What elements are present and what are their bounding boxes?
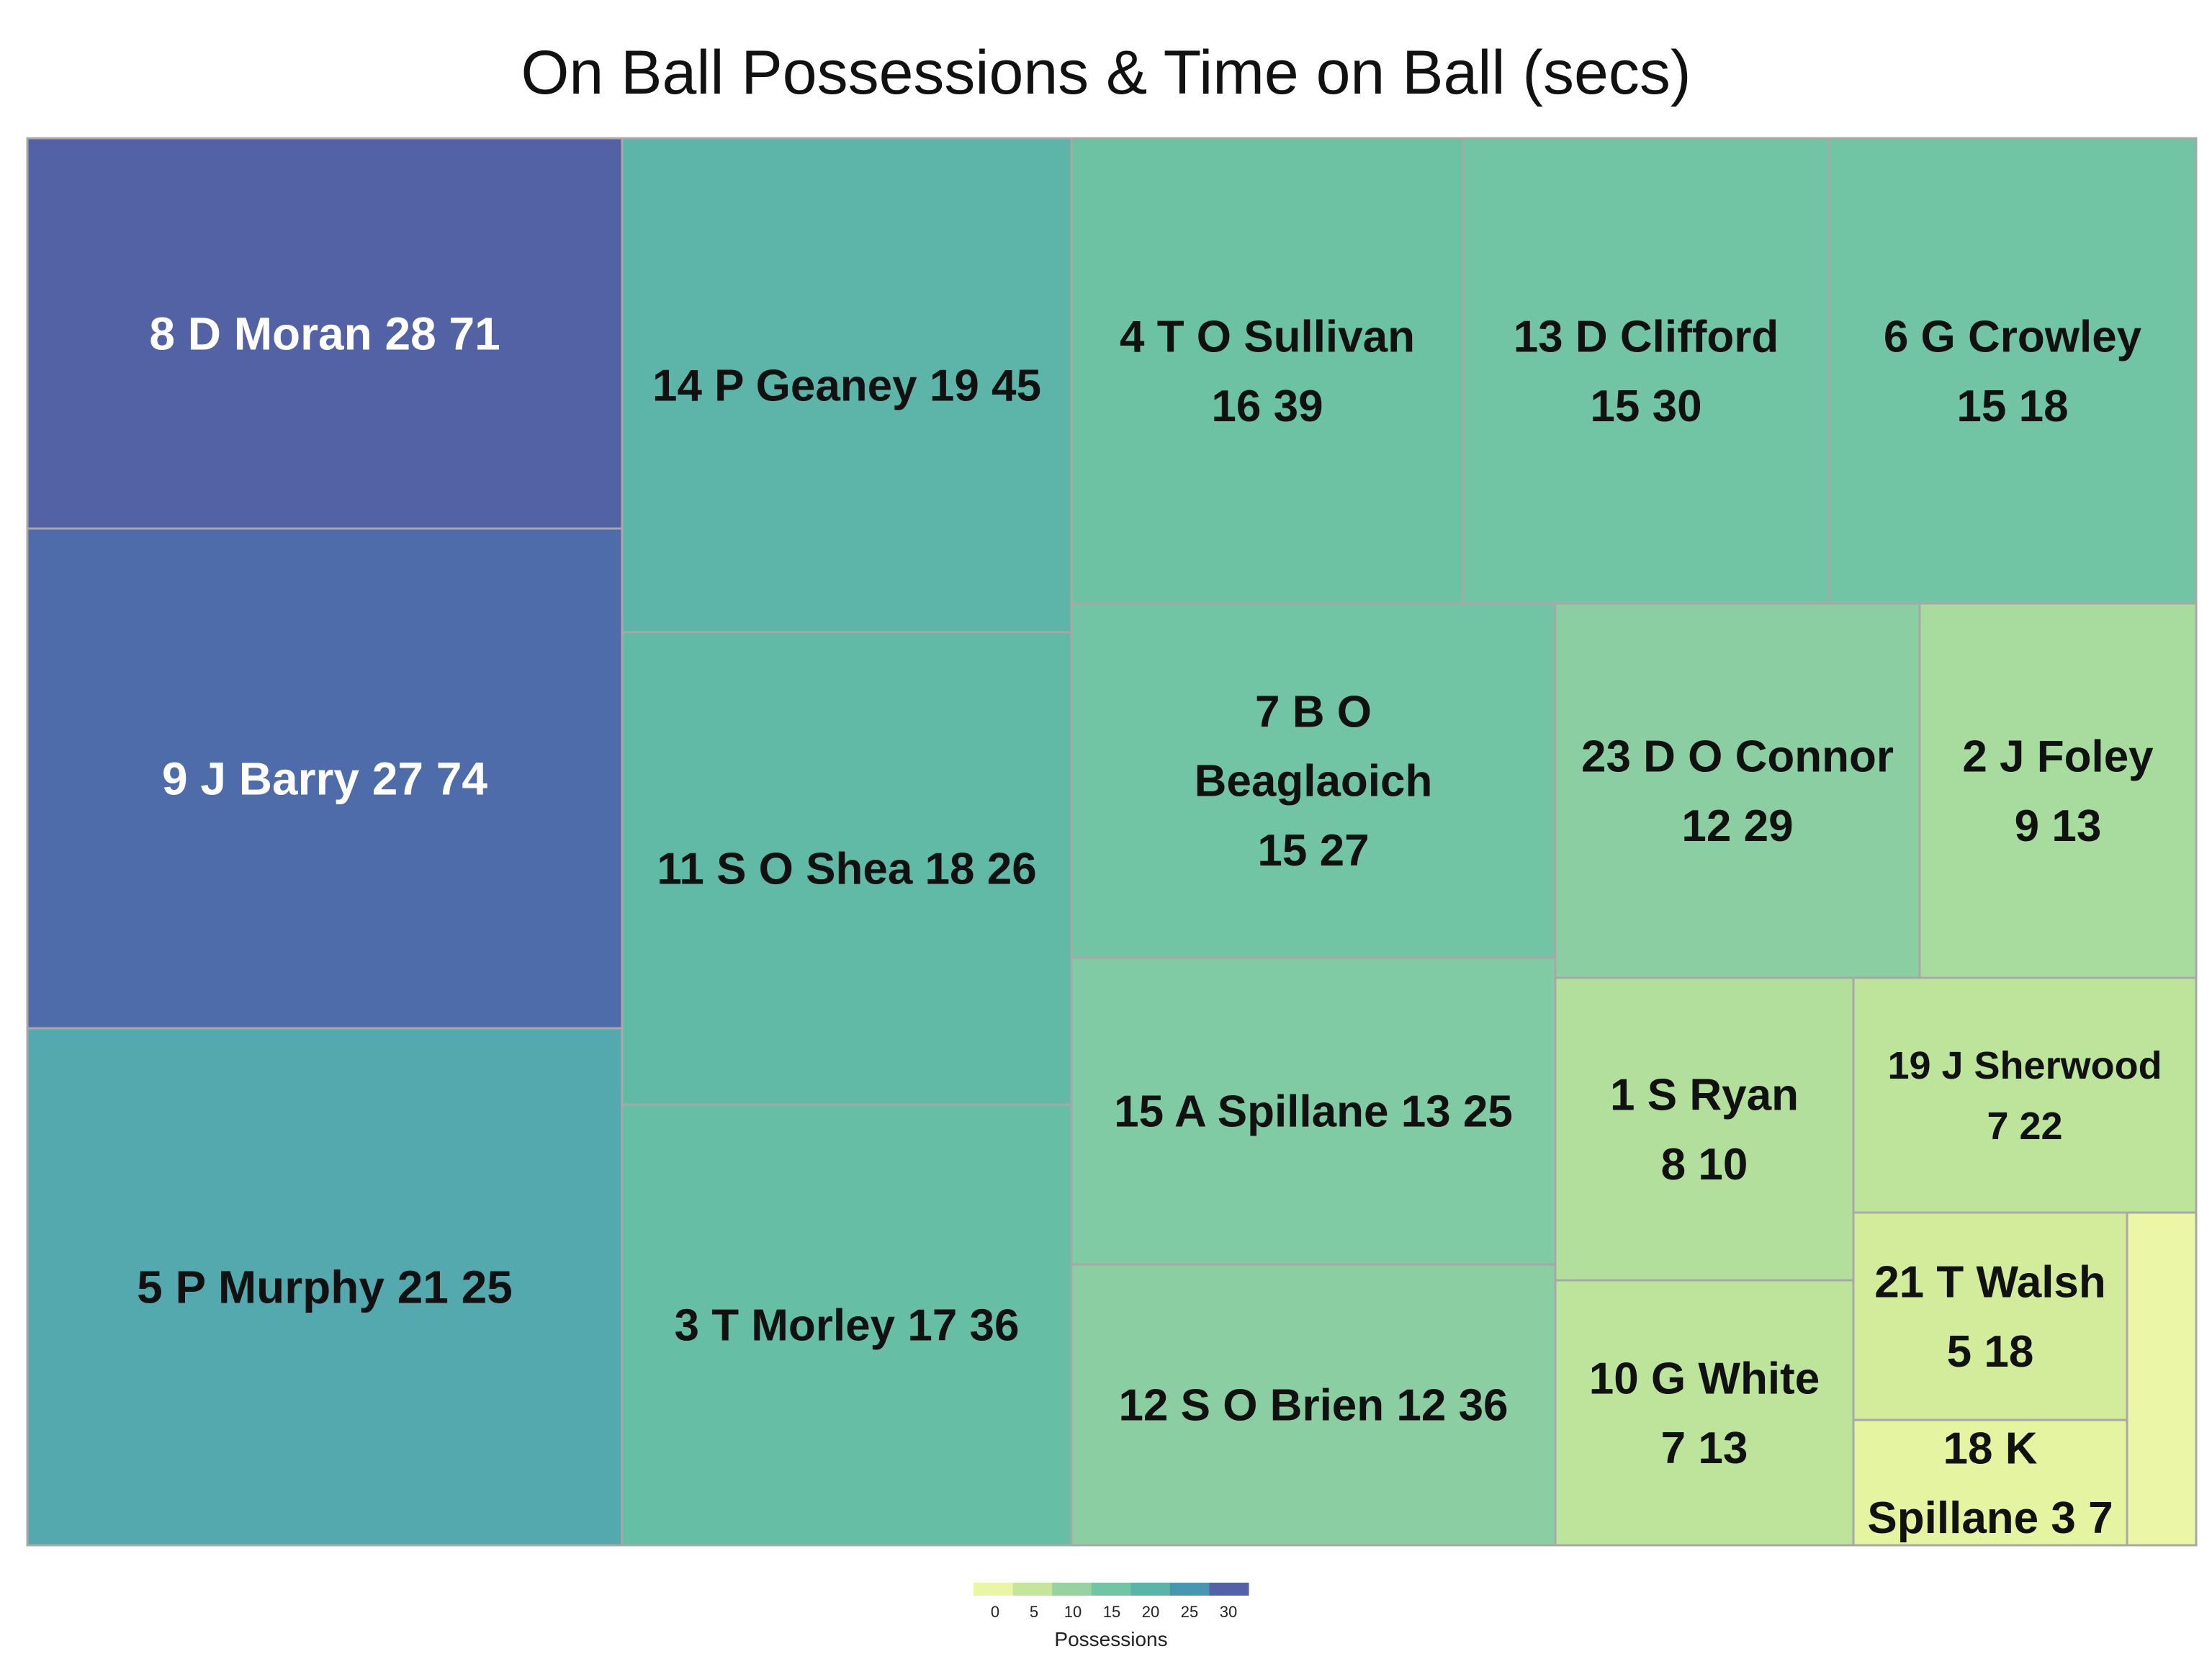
- legend-swatch: [1209, 1583, 1249, 1596]
- tile-rect: [1070, 602, 1557, 959]
- tile-4-t-o-sullivan: 4 T O Sullivan 16 39: [1070, 137, 1465, 605]
- tile-rect: [1554, 602, 1921, 979]
- tile-12-s-o-brien: 12 S O Brien 12 36: [1070, 1263, 1557, 1547]
- color-legend: 0 5 10 15 20 25 30 Possessions: [974, 1583, 1249, 1650]
- tile-rect: [2126, 1211, 2198, 1547]
- tile-11-s-o-shea: 11 S O Shea 18 26: [621, 631, 1073, 1106]
- tile-rect: [26, 1027, 624, 1547]
- tile-23-d-o-connor: 23 D O Connor 12 29: [1554, 602, 1921, 979]
- tile-label: 4 T O Sullivan 16 39: [1120, 313, 1415, 431]
- legend-swatch: [974, 1583, 1014, 1596]
- legend-swatch: [1169, 1583, 1210, 1596]
- tile-rect: [621, 631, 1073, 1106]
- legend-tick-label: 0: [991, 1603, 999, 1621]
- tile-rect: [1070, 137, 1465, 605]
- tile-18-k-spillane: 18 K Spillane 3 7: [1852, 1419, 2128, 1547]
- tile-label: 11 S O Shea 18 26: [657, 845, 1036, 894]
- tile-8-d-moran: 8 D Moran 28 71: [26, 137, 624, 530]
- tile-rect: [1070, 956, 1557, 1266]
- tile-label: 2 J Foley 9 13: [1962, 732, 2154, 851]
- tile-1-s-ryan: 1 S Ryan 8 10: [1554, 976, 1855, 1282]
- tile-label: 10 G White 7 13: [1589, 1354, 1820, 1473]
- tile-label: 23 D O Connor 12 29: [1581, 732, 1894, 851]
- tile-2-j-foley: 2 J Foley 9 13: [1918, 602, 2198, 979]
- tile-rect: [1554, 1279, 1855, 1547]
- tile-rect: [1070, 1263, 1557, 1547]
- tile-19-j-sherwood: 19 J Sherwood 7 22: [1852, 976, 2198, 1214]
- legend-swatch: [1012, 1583, 1053, 1596]
- tile-rect: [1852, 1419, 2128, 1547]
- legend-swatch: [1130, 1583, 1171, 1596]
- tile-rect: [1554, 976, 1855, 1282]
- tile-label: 21 T Walsh 5 18: [1874, 1258, 2106, 1377]
- legend-tick-label: 5: [1030, 1603, 1038, 1621]
- tile-label: 3 T Morley 17 36: [674, 1301, 1019, 1351]
- legend-swatch: [1091, 1583, 1131, 1596]
- tile-5-p-murphy: 5 P Murphy 21 25: [26, 1027, 624, 1547]
- tile-15-a-spillane: 15 A Spillane 13 25: [1070, 956, 1557, 1266]
- tile-label: 19 J Sherwood 7 22: [1887, 1044, 2162, 1148]
- tile-label: 5 P Murphy 21 25: [137, 1261, 513, 1313]
- tile-rect: [621, 137, 1073, 634]
- tile-7-b-o-beaglaoich: 7 B O Beaglaoich 15 27: [1070, 602, 1557, 959]
- tile-10-g-white: 10 G White 7 13: [1554, 1279, 1855, 1547]
- legend-swatch: [1052, 1583, 1092, 1596]
- tile-rect: [621, 1103, 1073, 1547]
- tile-9-j-barry: 9 J Barry 27 74: [26, 527, 624, 1030]
- legend-tick-label: 20: [1142, 1603, 1159, 1621]
- tile-label: 15 A Spillane 13 25: [1114, 1087, 1513, 1137]
- tile-unlabeled: [2126, 1211, 2198, 1547]
- tile-label: 14 P Geaney 19 45: [652, 361, 1041, 411]
- treemap-tiles: 8 D Moran 28 71 9 J Barry 27 74 5 P Murphy…: [26, 137, 2198, 1547]
- legend-tick-label: 15: [1103, 1603, 1120, 1621]
- legend-tick-label: 30: [1220, 1603, 1237, 1621]
- tile-6-g-crowley: 6 G Crowley 15 18: [1827, 137, 2198, 605]
- tile-rect: [1852, 1211, 2128, 1421]
- tile-label: 7 B O Beaglaoich 15 27: [1195, 688, 1433, 876]
- tile-label: 8 D Moran 28 71: [149, 307, 500, 359]
- legend-title: Possessions: [1054, 1628, 1167, 1650]
- tile-label: 12 S O Brien 12 36: [1118, 1381, 1508, 1431]
- tile-label: 18 K Spillane 3 7: [1867, 1424, 2113, 1543]
- tile-13-d-clifford: 13 D Clifford 15 30: [1462, 137, 1830, 605]
- tile-3-t-morley: 3 T Morley 17 36: [621, 1103, 1073, 1547]
- tile-rect: [26, 137, 624, 530]
- legend-tick-label: 10: [1064, 1603, 1082, 1621]
- tile-rect: [1918, 602, 2198, 979]
- tile-rect: [1827, 137, 2198, 605]
- tile-14-p-geaney: 14 P Geaney 19 45: [621, 137, 1073, 634]
- tile-label: 9 J Barry 27 74: [162, 752, 487, 804]
- tile-label: 13 D Clifford 15 30: [1514, 313, 1779, 431]
- chart-title: On Ball Possessions & Time on Ball (secs…: [521, 38, 1691, 107]
- tile-label: 6 G Crowley 15 18: [1884, 313, 2142, 431]
- legend-tick-label: 25: [1181, 1603, 1198, 1621]
- tile-rect: [26, 527, 624, 1030]
- tile-rect: [1852, 976, 2198, 1214]
- tile-rect: [1462, 137, 1830, 605]
- tile-21-t-walsh: 21 T Walsh 5 18: [1852, 1211, 2128, 1421]
- tile-label: 1 S Ryan 8 10: [1610, 1071, 1799, 1190]
